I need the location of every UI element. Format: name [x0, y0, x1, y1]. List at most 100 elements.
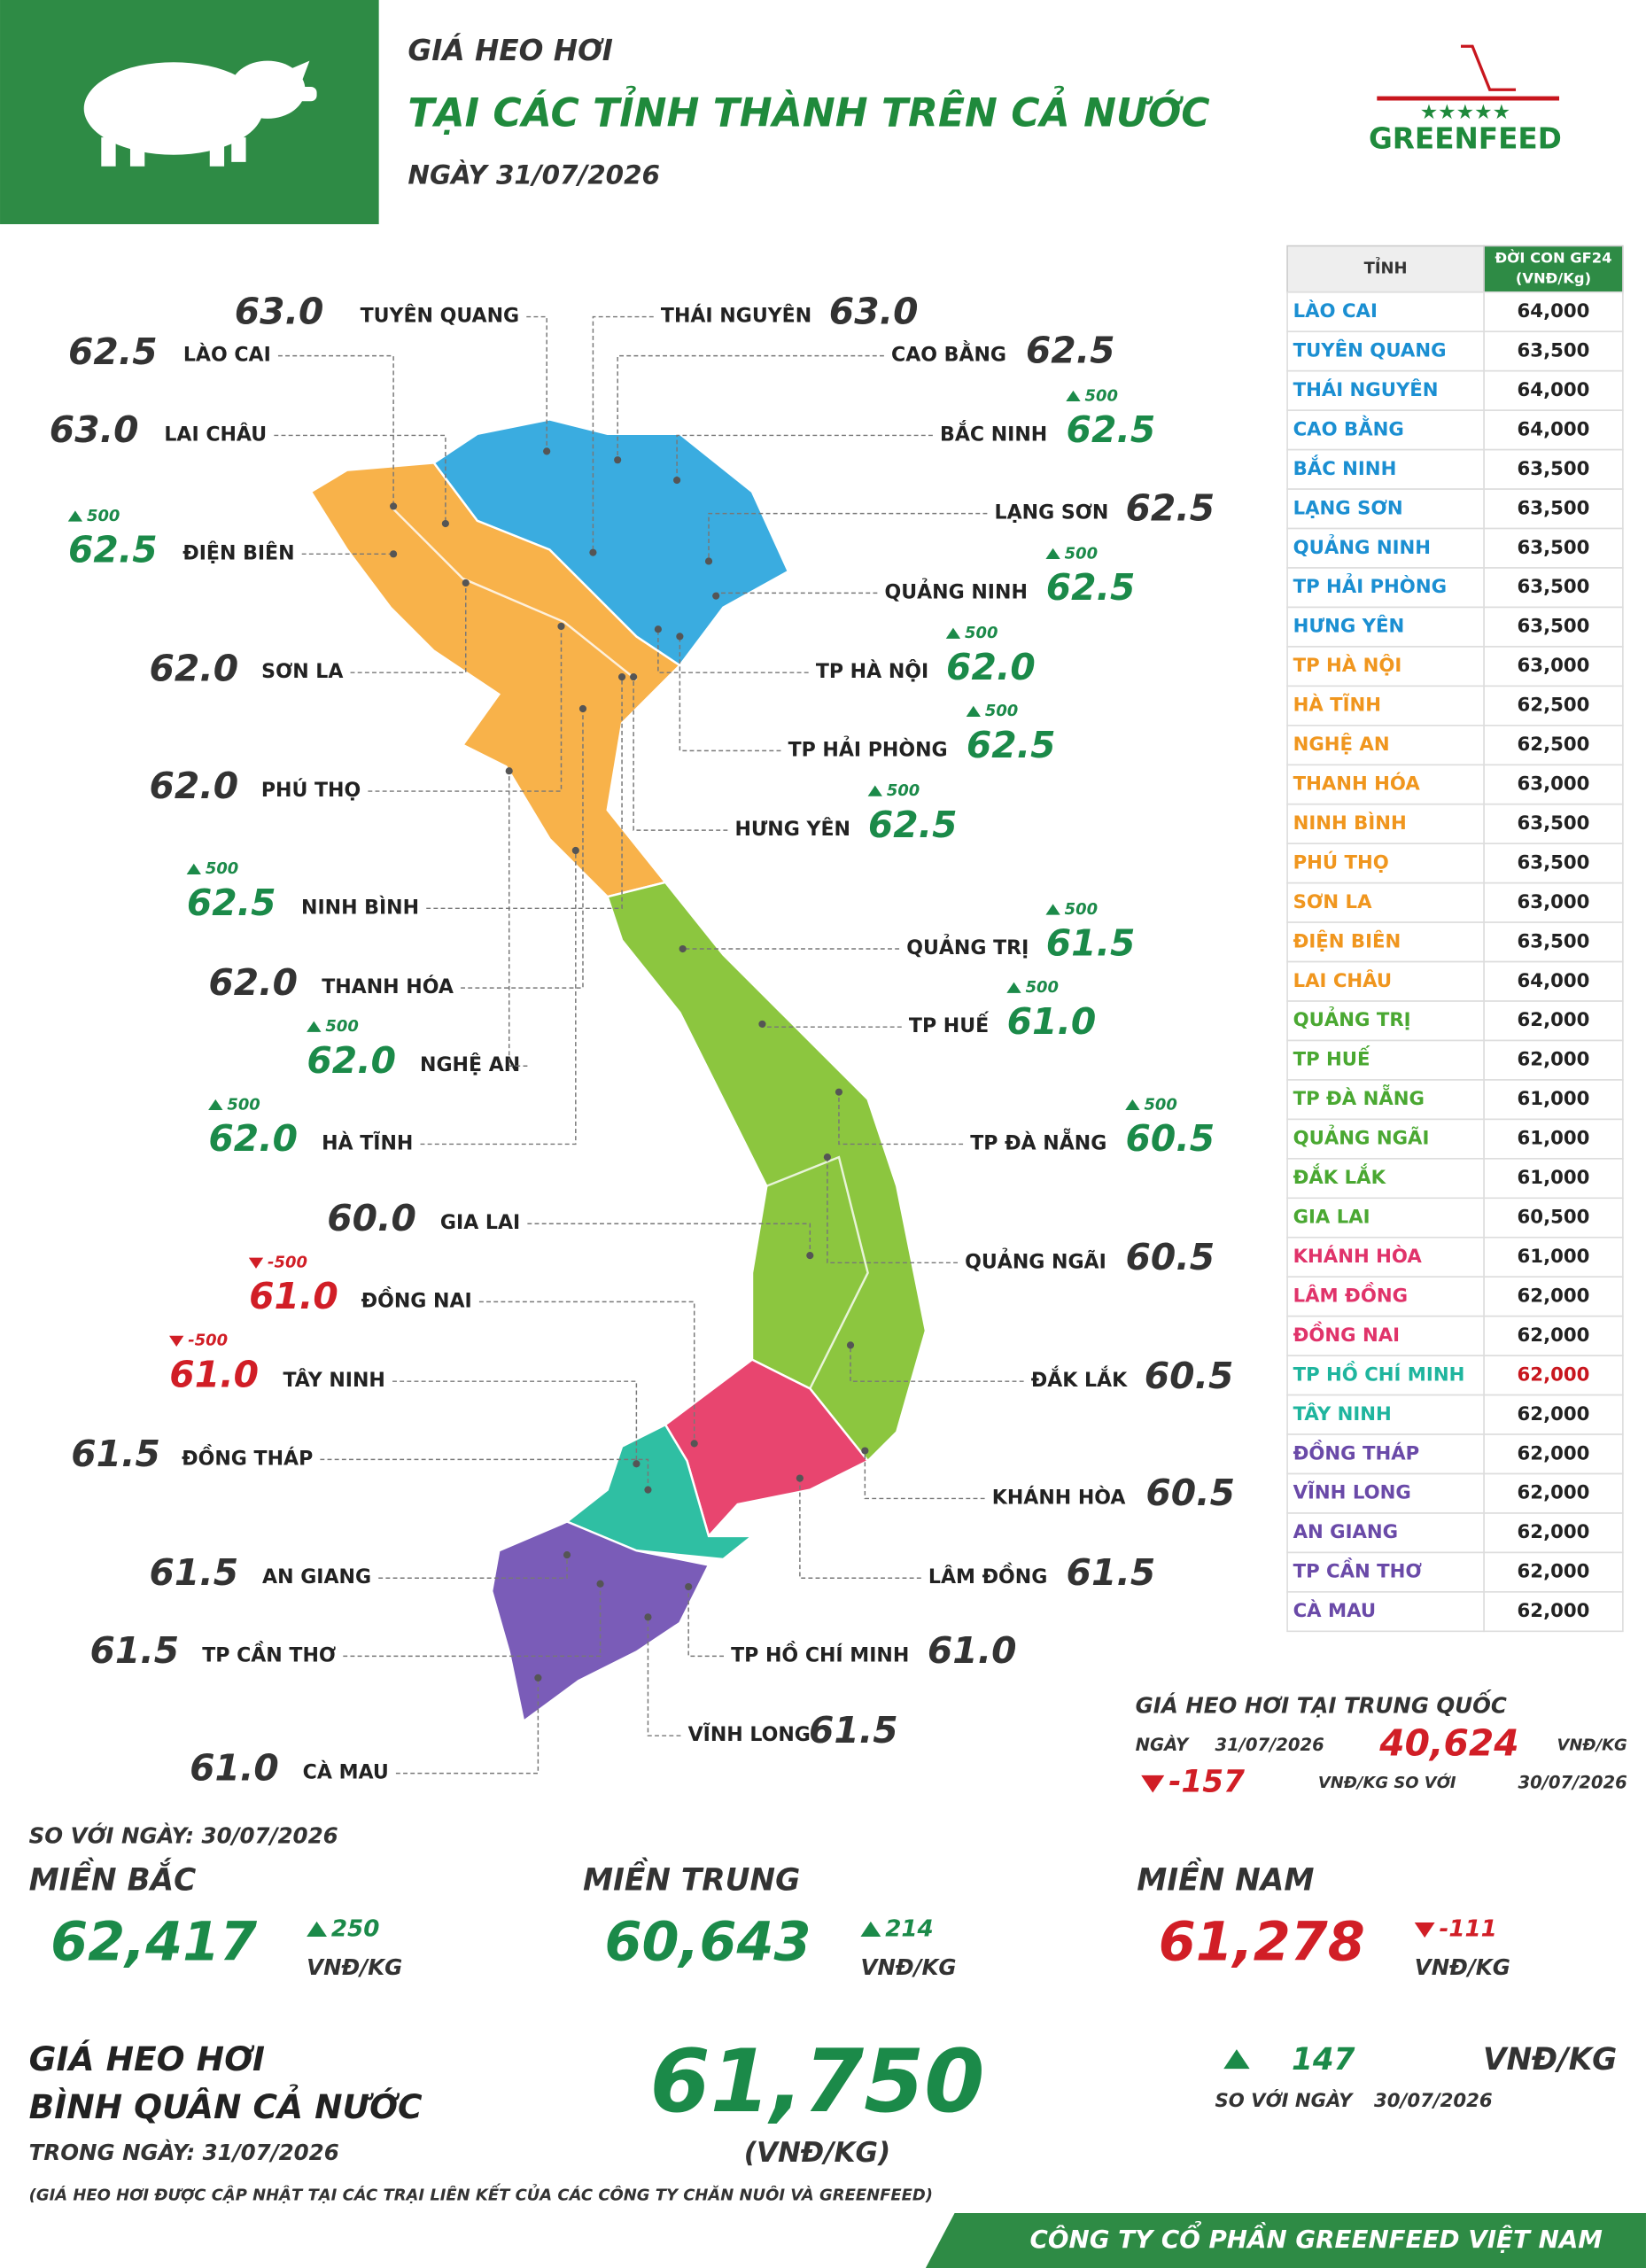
province-dot — [690, 1440, 698, 1448]
table-province: ĐỒNG NAI — [1293, 1321, 1400, 1347]
province-price: 60.5 — [1145, 1472, 1235, 1514]
table-price: 62,000 — [1518, 1482, 1590, 1504]
province-name: HÀ TĨNH — [322, 1131, 413, 1154]
map-label: THANH HÓA 62.0 — [208, 704, 587, 1004]
table-price: 63,000 — [1518, 891, 1590, 913]
region-name: MIỀN BẮC — [29, 1859, 197, 1899]
province-dot — [462, 579, 470, 587]
map-label: CÀ MAU 61.0 — [190, 1674, 542, 1789]
table-province: KHÁNH HÒA — [1293, 1245, 1423, 1268]
province-name: HƯNG YÊN — [734, 818, 850, 841]
region-change: -111 — [1440, 1915, 1497, 1942]
province-dot — [673, 476, 681, 485]
province-name: THANH HÓA — [322, 975, 454, 998]
leader-line — [350, 582, 467, 673]
province-name: SƠN LA — [261, 661, 343, 683]
table-cell — [1286, 1000, 1485, 1042]
province-dot — [846, 1341, 855, 1349]
leader-line — [320, 1458, 649, 1490]
map-label: ĐIỆN BIÊN 62.5 500 — [68, 507, 398, 571]
table-price: 63,500 — [1518, 458, 1590, 480]
table-province: LAI CHÂU — [1293, 969, 1393, 992]
table-cell — [1286, 1591, 1485, 1633]
region-price: 62,417 — [50, 1912, 257, 1974]
table-price: 62,000 — [1518, 1561, 1590, 1583]
province-name: ĐỒNG THÁP — [182, 1444, 313, 1470]
table-cell — [1483, 1276, 1624, 1317]
price-change: 500 — [1144, 1095, 1176, 1114]
province-name: KHÁNH HÒA — [992, 1486, 1126, 1509]
province-dot — [543, 447, 551, 455]
table-cell — [1286, 1197, 1485, 1239]
table-cell — [1483, 409, 1624, 451]
table-cell — [1483, 1551, 1624, 1593]
table-province: ĐẮK LẮK — [1293, 1163, 1387, 1189]
map-label: HƯNG YÊN 62.5 500 — [630, 673, 958, 846]
header-subtitle: GIÁ HEO HƠI — [408, 34, 613, 67]
province-price: 60.5 — [1145, 1355, 1234, 1397]
table-province: VĨNH LONG — [1293, 1481, 1411, 1504]
china-change: -157 — [1169, 1765, 1245, 1800]
table-price: 64,000 — [1518, 418, 1590, 440]
table-price: 62,000 — [1518, 1403, 1590, 1425]
table-price: 64,000 — [1518, 970, 1590, 992]
province-price: 61.5 — [149, 1551, 238, 1594]
table-province: GIA LAI — [1293, 1207, 1370, 1229]
map-label: QUẢNG NINH 62.5 500 — [712, 544, 1135, 609]
map-label: TP CẦN THƠ 61.5 — [90, 1580, 604, 1672]
footnote: (GIÁ HEO HƠI ĐƯỢC CẬP NHẬT TẠI CÁC TRẠI … — [29, 2183, 933, 2204]
national-change-unit: VNĐ/KG — [1483, 2042, 1617, 2078]
leader-line — [527, 1223, 811, 1256]
table-province: HƯNG YÊN — [1293, 615, 1405, 638]
province-dot — [557, 622, 565, 631]
table-cell — [1483, 606, 1624, 648]
up-arrow — [1045, 904, 1060, 915]
province-name: NGHỆ AN — [420, 1052, 520, 1076]
map-label: HÀ TĨNH 62.0 500 — [208, 846, 579, 1160]
province-dot — [614, 456, 622, 464]
up-arrow — [1125, 1099, 1140, 1111]
table-cell — [1483, 1472, 1624, 1514]
china-price: 40,624 — [1378, 1722, 1518, 1765]
table-cell — [1286, 1118, 1485, 1160]
leader-line — [395, 1677, 540, 1775]
table-cell — [1286, 567, 1485, 609]
map-label: BẮC NINH 62.5 500 — [673, 386, 1155, 485]
province-price: 60.0 — [327, 1197, 416, 1239]
province-price: 62.5 — [187, 882, 276, 924]
table-price: 62,000 — [1518, 1521, 1590, 1543]
map-label: NGHỆ AN 62.0 500 — [307, 767, 528, 1082]
up-arrow — [1066, 390, 1081, 402]
up-arrow — [1223, 2049, 1250, 2070]
table-price: 64,000 — [1518, 300, 1590, 322]
province-name: TP HÀ NỘI — [816, 659, 928, 683]
table-cell — [1483, 330, 1624, 372]
up-arrow — [307, 1921, 327, 1937]
region-price: 61,278 — [1159, 1912, 1365, 1974]
up-arrow — [67, 510, 83, 522]
table-cell — [1286, 843, 1485, 884]
national-line2: BÌNH QUÂN CẢ NƯỚC — [29, 2085, 423, 2126]
province-price: 63.0 — [50, 408, 139, 451]
table-price: 63,500 — [1518, 339, 1590, 361]
province-name: TP HỒ CHÍ MINH — [731, 1641, 909, 1666]
province-dot — [712, 592, 720, 600]
table-price: 62,500 — [1518, 695, 1590, 717]
map-label: SƠN LA 62.0 — [149, 579, 470, 690]
leader-line — [633, 677, 728, 831]
up-arrow — [966, 705, 981, 717]
province-price: 61.5 — [90, 1629, 180, 1672]
leader-line — [378, 1555, 568, 1579]
province-name: ĐẮK LẮK — [1031, 1366, 1128, 1392]
table-cell — [1286, 1158, 1485, 1200]
header-area — [378, 0, 1646, 225]
up-arrow — [1045, 548, 1060, 560]
up-arrow — [867, 785, 882, 796]
table-price: 62,000 — [1518, 1009, 1590, 1031]
province-price: 61.5 — [1046, 922, 1136, 965]
table-price: 63,500 — [1518, 616, 1590, 638]
table-header: ĐỜI CON GF24 — [1495, 250, 1611, 267]
province-price: 62.0 — [946, 646, 1036, 688]
table-price: 63,000 — [1518, 773, 1590, 796]
price-change: 500 — [1085, 386, 1118, 405]
